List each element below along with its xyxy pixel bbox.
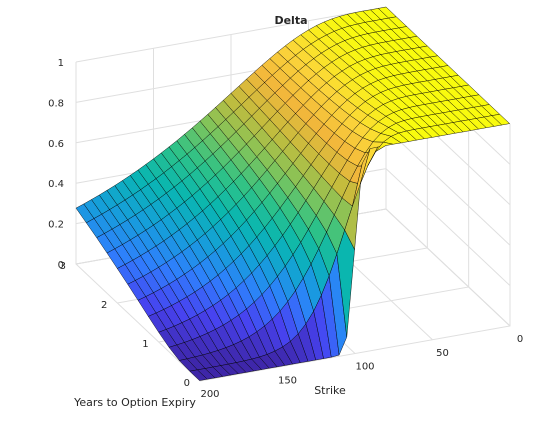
grid-line xyxy=(199,124,511,382)
z-tick-label: 0.8 xyxy=(48,98,64,109)
delta-surface xyxy=(75,6,511,381)
y-tick-label: 3 xyxy=(60,261,66,272)
z-tick-label: 0.6 xyxy=(48,139,64,150)
x-tick-label: 100 xyxy=(355,362,374,373)
x-tick-label: 0 xyxy=(517,334,523,345)
z-tick-label: 0 xyxy=(58,260,64,271)
x-axis-label: Strike xyxy=(314,384,346,397)
y-axis-label: Years to Option Expiry xyxy=(73,396,196,409)
surface-patch xyxy=(491,114,511,126)
y-tick-label: 0 xyxy=(184,378,190,389)
z-tick-label: 0.2 xyxy=(48,220,64,231)
x-tick-label: 150 xyxy=(278,375,297,386)
z-tick-label: 1 xyxy=(58,58,64,69)
x-tick-label: 200 xyxy=(200,389,219,400)
chart-title: Delta xyxy=(274,14,307,27)
z-tick-label: 0.4 xyxy=(48,179,64,190)
x-tick-label: 50 xyxy=(436,348,449,359)
y-tick-label: 2 xyxy=(101,300,107,311)
y-tick-label: 1 xyxy=(142,339,148,350)
